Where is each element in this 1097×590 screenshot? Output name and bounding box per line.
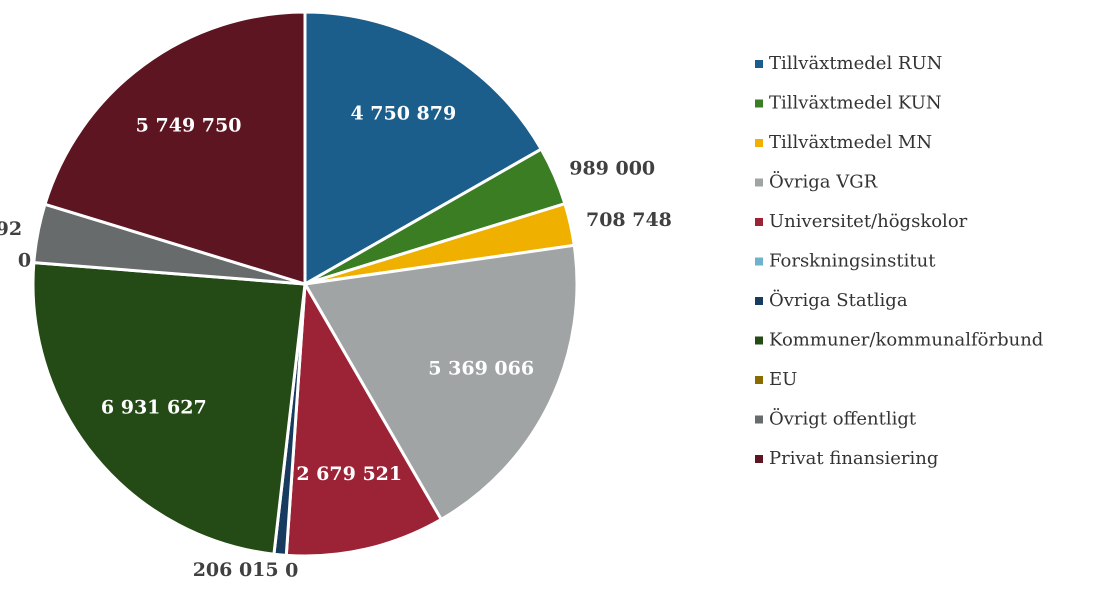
pie-slice bbox=[43, 10, 307, 287]
legend-label: Tillväxtmedel KUN bbox=[769, 93, 942, 114]
legend-swatch bbox=[755, 455, 763, 463]
legend-label: Kommuner/kommunalförbund bbox=[769, 330, 1043, 351]
data-label: 2 679 521 bbox=[296, 463, 402, 485]
legend-swatch bbox=[755, 99, 763, 108]
data-label: 5 369 066 bbox=[428, 357, 534, 379]
data-label: 989 000 bbox=[569, 157, 655, 179]
legend-swatch bbox=[755, 376, 763, 384]
data-label: 6 931 627 bbox=[101, 396, 207, 418]
legend-label: EU bbox=[769, 369, 797, 390]
legend-label: Privat finansiering bbox=[769, 448, 938, 469]
legend-label: Övriga Statliga bbox=[769, 288, 908, 311]
data-label: 708 748 bbox=[586, 209, 672, 231]
data-label: 206 015 bbox=[193, 559, 279, 581]
pie-slice bbox=[31, 260, 307, 556]
legend-label: Universitet/högskolor bbox=[769, 211, 968, 232]
legend-swatch bbox=[755, 60, 763, 68]
pie-slice bbox=[302, 243, 579, 522]
legend-swatch bbox=[755, 139, 763, 147]
pie-slice bbox=[284, 279, 444, 558]
data-label: 987 792 bbox=[0, 218, 22, 240]
legend-swatch bbox=[755, 415, 763, 424]
legend-swatch bbox=[755, 257, 763, 266]
legend-swatch bbox=[755, 218, 763, 226]
legend-label: Forskningsinstitut bbox=[769, 251, 936, 272]
legend-swatch bbox=[755, 178, 763, 187]
data-label: 4 750 879 bbox=[350, 103, 456, 125]
legend-swatch bbox=[755, 336, 763, 345]
pie-slice bbox=[303, 10, 544, 287]
data-label: 0 bbox=[18, 249, 31, 271]
data-label: 0 bbox=[285, 559, 298, 581]
legend-swatch bbox=[755, 297, 763, 305]
legend-label: Tillväxtmedel RUN bbox=[769, 53, 942, 74]
legend-label: Tillväxtmedel MN bbox=[769, 132, 932, 153]
legend-label: Övrigt offentligt bbox=[769, 407, 917, 430]
data-label: 5 749 750 bbox=[136, 115, 242, 137]
legend-label: Övriga VGR bbox=[769, 170, 878, 193]
